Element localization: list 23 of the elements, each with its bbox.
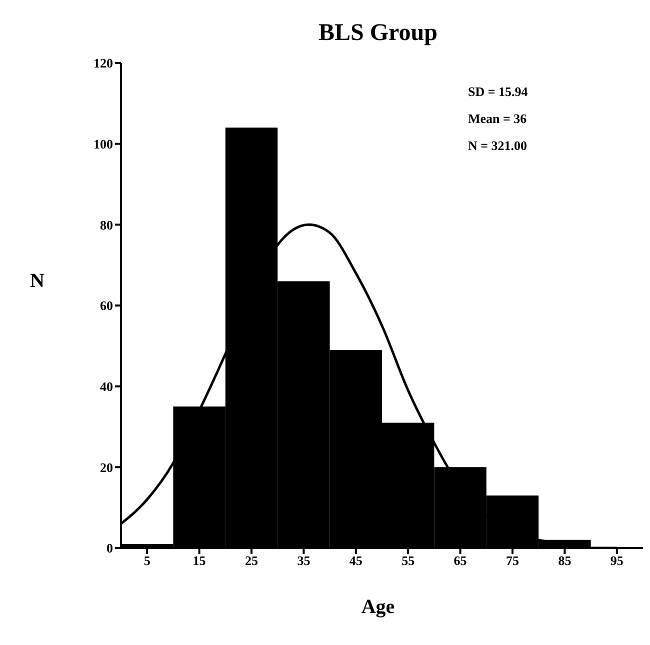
y-tick-label: 80 [100,217,113,232]
x-tick-label: 55 [402,553,416,568]
x-axis-title: Age [360,596,396,619]
annotation: N = 321.00 [468,137,528,155]
x-tick-label: 5 [144,553,151,568]
y-tick-label: 20 [100,460,113,475]
y-tick-label: 100 [94,136,113,152]
y-axis-title: N [30,270,44,293]
x-tick-label: 65 [454,553,468,568]
x-tick-label: 75 [506,553,520,568]
annotation: Mean = 36 [468,110,528,128]
x-tick-label: 85 [558,553,572,568]
x-tick-label: 15 [192,553,206,568]
x-tick-label: 25 [245,553,258,568]
x-tick-label: 95 [610,553,624,568]
chart-title: BLS Group [318,20,438,47]
x-tick-label: 35 [297,553,311,568]
y-tick-label: 120 [94,56,113,71]
y-tick-label: 60 [100,298,113,314]
y-tick-label: 40 [100,378,113,394]
y-tick-label: 0 [106,540,113,556]
x-tick-label: 45 [349,553,363,568]
annotation: SD = 15.94 [468,83,528,101]
